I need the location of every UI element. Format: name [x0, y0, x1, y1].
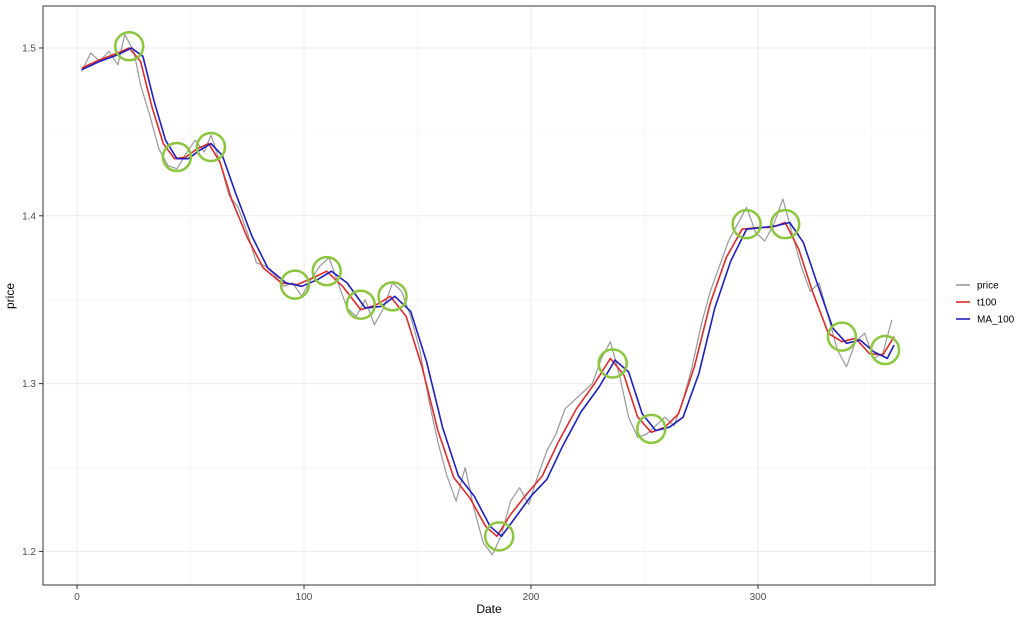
y-tick-label: 1.2	[22, 547, 36, 558]
x-tick-label: 100	[296, 592, 313, 603]
highlight-circle	[279, 269, 311, 300]
x-axis: 0 100 200 300	[74, 585, 767, 603]
x-axis-title: Date	[476, 602, 502, 616]
highlight-circle	[769, 208, 801, 240]
x-tick-label: 300	[750, 592, 767, 603]
highlight-circle	[377, 281, 408, 312]
legend: price t100 MA_100	[955, 277, 1015, 327]
highlight-circle	[195, 131, 227, 163]
highlight-circles	[113, 31, 901, 552]
legend-label: price	[977, 281, 999, 292]
y-axis: 1.2 1.3 1.4 1.5	[22, 43, 43, 558]
highlight-circle	[311, 255, 342, 287]
highlight-circle	[636, 413, 667, 445]
minor-gridlines	[43, 6, 935, 585]
highlight-circle	[731, 208, 762, 240]
legend-label: t100	[977, 298, 997, 309]
highlight-circle	[345, 289, 377, 320]
highlight-circle	[826, 321, 858, 352]
legend-label: MA_100	[977, 315, 1015, 326]
series-line-price	[81, 33, 893, 556]
plot-panel-background	[43, 6, 935, 585]
highlight-circle	[113, 31, 145, 62]
y-tick-label: 1.5	[22, 43, 36, 54]
highlight-circle	[869, 334, 901, 366]
y-tick-label: 1.3	[22, 379, 36, 390]
y-tick-label: 1.4	[22, 211, 36, 222]
x-tick-label: 0	[74, 592, 80, 603]
highlight-circle	[161, 141, 193, 173]
x-tick-label: 200	[523, 592, 540, 603]
plot-panel-border	[42, 5, 936, 586]
highlight-circle	[597, 348, 628, 379]
y-axis-title: price	[3, 283, 17, 309]
highlight-circle	[483, 521, 515, 552]
